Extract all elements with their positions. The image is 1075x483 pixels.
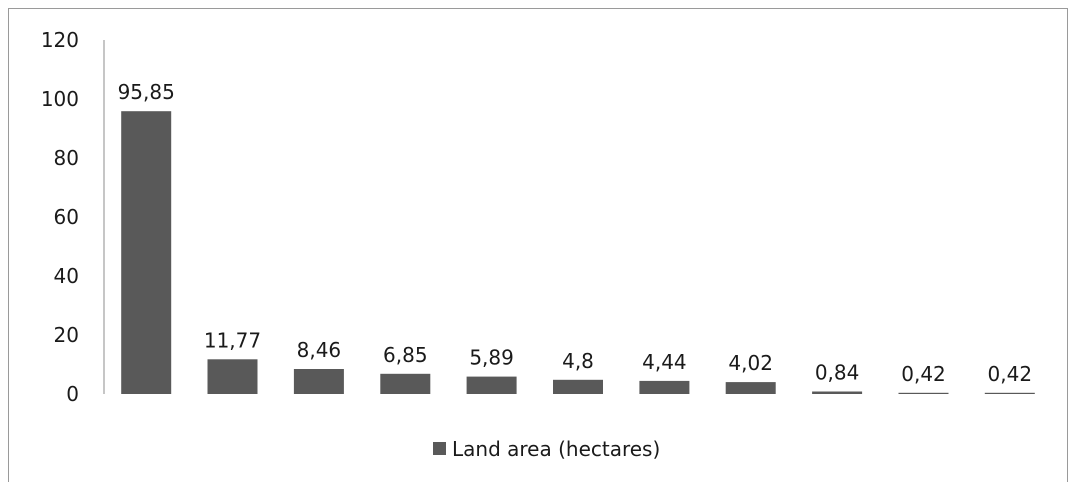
- y-tick-label: 0: [66, 382, 79, 406]
- bar: [121, 111, 172, 394]
- data-label: 0,84: [815, 361, 860, 385]
- legend-label: Land area (hectares): [452, 437, 660, 461]
- data-label: 4,02: [728, 351, 773, 375]
- bar: [639, 380, 690, 394]
- bar: [984, 392, 1035, 394]
- data-label: 95,85: [118, 80, 175, 104]
- legend-swatch: [433, 442, 446, 455]
- data-label: 5,89: [469, 346, 514, 370]
- bar: [898, 392, 949, 394]
- bar: [725, 382, 776, 394]
- data-label: 0,42: [901, 362, 946, 386]
- data-label: 4,8: [562, 349, 594, 373]
- data-label: 4,44: [642, 350, 687, 374]
- y-tick-label: 60: [54, 205, 79, 229]
- data-label: 11,77: [204, 328, 261, 352]
- bars: [121, 111, 1035, 394]
- bar: [812, 391, 863, 394]
- bar: [207, 359, 258, 394]
- bar-chart: 0 20 40 60 80 100 120 95,85 11,77 8,46 6,85 5,89 4,…: [41, 28, 1035, 461]
- chart-frame: 0 20 40 60 80 100 120 95,85 11,77 8,46 6,85 5,89 4,…: [8, 8, 1068, 482]
- y-tick-label: 100: [41, 87, 79, 111]
- data-label: 0,42: [988, 362, 1033, 386]
- y-tick-label: 40: [54, 264, 79, 288]
- y-tick-label: 120: [41, 28, 79, 52]
- data-label: 6,85: [383, 343, 428, 367]
- legend: Land area (hectares): [433, 437, 660, 461]
- y-tick-label: 20: [54, 323, 79, 347]
- y-tick-label: 80: [54, 146, 79, 170]
- bar: [380, 373, 431, 394]
- data-label: 8,46: [297, 338, 342, 362]
- bar: [466, 376, 517, 394]
- bar: [293, 369, 344, 394]
- y-axis: 0 20 40 60 80 100 120: [41, 28, 105, 406]
- bar: [553, 379, 603, 394]
- data-labels: 95,85 11,77 8,46 6,85 5,89 4,8 4,44 4,02 0,84 0,4…: [118, 80, 1032, 386]
